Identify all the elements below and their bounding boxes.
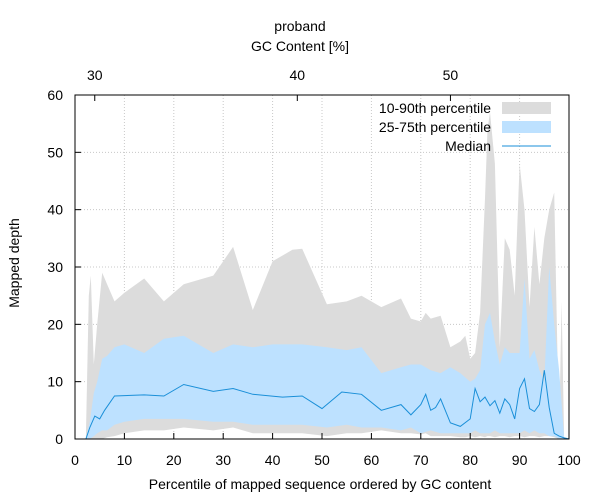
legend-swatch [502, 102, 551, 114]
x-tick-label: 30 [215, 452, 231, 468]
top-tick-label: 40 [290, 67, 306, 83]
y-axis-label: Mapped depth [6, 218, 22, 308]
x-tick-label: 70 [413, 452, 429, 468]
median-line [85, 370, 570, 440]
y-tick-label: 20 [47, 316, 63, 332]
chart-title: proband [274, 18, 326, 34]
x-tick-label: 0 [71, 452, 79, 468]
top-axis-label: GC Content [%] [250, 38, 350, 54]
band-25-75 [85, 267, 570, 439]
y-tick-label: 30 [47, 259, 63, 275]
legend-label: 10-90th percentile [379, 100, 491, 116]
top-tick-label: 50 [443, 67, 459, 83]
top-tick-label: 30 [87, 67, 103, 83]
x-tick-label: 10 [117, 452, 133, 468]
data-area [85, 112, 570, 440]
x-tick-label: 20 [166, 452, 182, 468]
x-tick-label: 50 [314, 452, 330, 468]
x-tick-label: 80 [462, 452, 478, 468]
y-tick-label: 50 [47, 144, 63, 160]
x-tick-label: 90 [512, 452, 528, 468]
legend: 10-90th percentile 25-75th percentile Medi… [379, 100, 551, 154]
y-tick-label: 60 [47, 87, 63, 103]
y-tick-label: 40 [47, 202, 63, 218]
x-tick-label: 60 [364, 452, 380, 468]
axis-ticks: 0 10 20 30 40 50 60 70 80 90 100 0 10 20 30 40 50 60 30 40 5… [47, 67, 580, 468]
x-tick-label: 100 [557, 452, 581, 468]
x-tick-label: 40 [265, 452, 281, 468]
y-tick-label: 0 [55, 431, 63, 447]
legend-label: Median [445, 138, 491, 154]
legend-label: 25-75th percentile [379, 119, 491, 135]
y-tick-label: 10 [47, 374, 63, 390]
x-axis-label: Percentile of mapped sequence ordered by… [148, 476, 492, 492]
legend-swatch [502, 121, 551, 133]
